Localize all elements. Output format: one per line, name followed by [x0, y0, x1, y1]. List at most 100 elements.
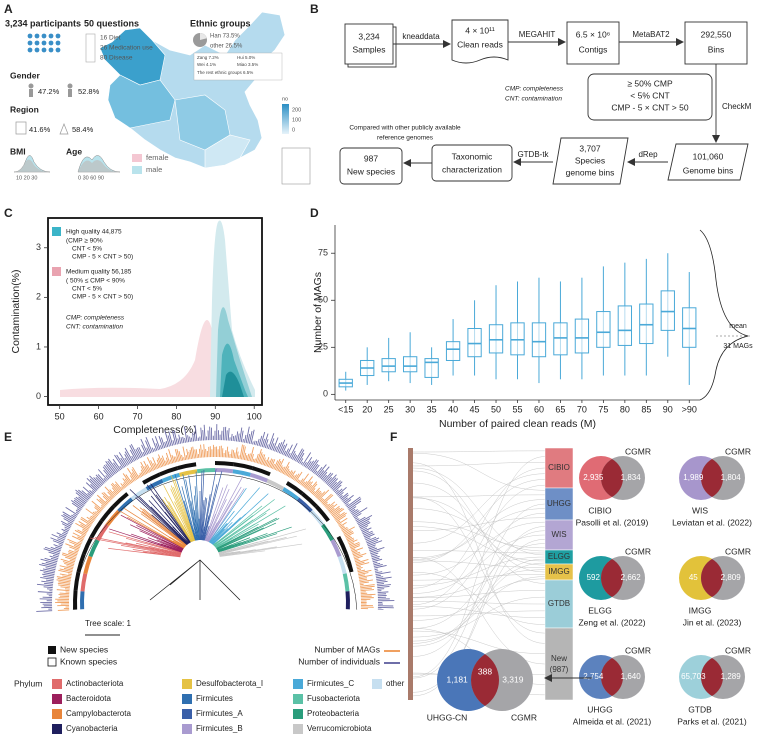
venn-count: 592 — [587, 573, 601, 582]
database-bar — [544, 519, 574, 551]
people-icon — [41, 47, 47, 53]
mags-bar — [96, 510, 101, 514]
mags-bar — [349, 541, 360, 547]
mags-bar — [80, 516, 93, 525]
y-tick-label: 0 — [36, 391, 41, 401]
mags-bar — [96, 498, 106, 507]
mags-bar — [240, 445, 245, 460]
x-tick-label: 100 — [247, 411, 262, 421]
density-regions — [60, 220, 255, 397]
tree-branch — [217, 542, 241, 551]
individuals-bar — [342, 497, 348, 503]
tree-branch — [218, 540, 269, 554]
tree-branch — [206, 499, 227, 542]
phylum-swatch — [182, 709, 192, 719]
individuals-bar — [44, 546, 61, 553]
female-icon — [29, 89, 33, 97]
label: WIS — [692, 505, 708, 515]
venn-overlap — [601, 458, 623, 498]
mags-bar — [94, 507, 101, 513]
x-tick-label: 35 — [427, 404, 437, 414]
individuals-bar — [142, 451, 146, 457]
label: 987 — [364, 153, 378, 163]
box — [402, 356, 418, 373]
mags-bar — [178, 451, 182, 462]
mags-bar — [165, 457, 170, 465]
mags-bar — [359, 581, 369, 584]
individuals-bar — [325, 476, 333, 484]
individuals-bar — [303, 461, 307, 467]
mags-bar — [285, 468, 290, 476]
individuals-bar — [141, 444, 147, 456]
tree-branch — [170, 488, 195, 542]
individuals-bar — [260, 431, 266, 447]
tree-branch — [173, 486, 195, 541]
mags-bar — [78, 521, 90, 529]
mags-bar — [358, 572, 369, 576]
label: MEGAHIT — [519, 30, 556, 39]
venn-count: 2,754 — [583, 672, 604, 681]
box — [660, 290, 675, 331]
mags-bar — [355, 561, 365, 566]
box — [445, 341, 461, 361]
individuals-bar — [323, 472, 332, 482]
x-tick-label: 30 — [405, 404, 415, 414]
label: < 5% CNT — [630, 90, 669, 100]
individuals-bar — [329, 478, 339, 488]
phylum-ring — [117, 497, 134, 513]
tree-branch — [215, 505, 286, 548]
label: GTDB — [688, 704, 712, 714]
x-tick-label: 50 — [55, 411, 65, 421]
individuals-bar — [321, 474, 328, 481]
individuals-bar — [345, 503, 349, 506]
mags-bar — [165, 452, 171, 465]
x-tick-label: 50 — [491, 404, 501, 414]
individuals-bar — [370, 552, 379, 556]
phylum-ring — [249, 472, 269, 483]
mags-bar — [192, 446, 195, 459]
individuals-bar — [375, 571, 383, 574]
mags-bar — [140, 469, 145, 476]
tree-branch — [143, 508, 187, 546]
individuals-bar — [39, 569, 55, 574]
label: UHGG-CN — [427, 712, 468, 722]
people-icon — [34, 47, 40, 53]
box — [488, 324, 504, 354]
mags-bar — [132, 466, 140, 479]
individuals-bar — [40, 558, 58, 564]
mags-bar — [357, 569, 372, 574]
label: CMP - 5 × CNT > 50) — [72, 254, 133, 261]
people-icon — [55, 33, 61, 39]
mags-bar — [328, 503, 338, 512]
mags-bar — [111, 482, 121, 493]
individuals-bar — [358, 520, 370, 527]
individuals-bar — [362, 530, 370, 535]
individuals-bar — [349, 506, 357, 512]
individuals-bar — [118, 452, 128, 466]
individuals-bar — [200, 427, 203, 441]
species-ring — [233, 462, 253, 470]
individuals-bar — [154, 436, 161, 450]
individuals-bar — [61, 528, 69, 533]
label: Phylum — [14, 678, 42, 688]
individuals-bar — [102, 466, 112, 478]
panel-label: D — [310, 206, 319, 220]
mags-bar — [174, 449, 179, 462]
mags-bar — [112, 490, 118, 496]
mags-bar — [65, 543, 80, 550]
mags-bar — [156, 463, 160, 469]
label: New species — [347, 166, 395, 176]
phylum-ring — [96, 523, 109, 542]
mags-bar — [102, 495, 110, 503]
mags-bar — [334, 511, 345, 520]
individuals-bar — [85, 482, 97, 493]
individuals-bar — [63, 513, 75, 522]
label: Region — [10, 104, 39, 114]
individuals-bar — [330, 481, 338, 489]
mags-bar — [144, 466, 149, 474]
individuals-bar — [57, 538, 65, 542]
mags-bar — [356, 567, 363, 570]
tree-branch — [192, 528, 197, 541]
male-icon — [67, 83, 73, 89]
mags-bar — [337, 517, 348, 525]
